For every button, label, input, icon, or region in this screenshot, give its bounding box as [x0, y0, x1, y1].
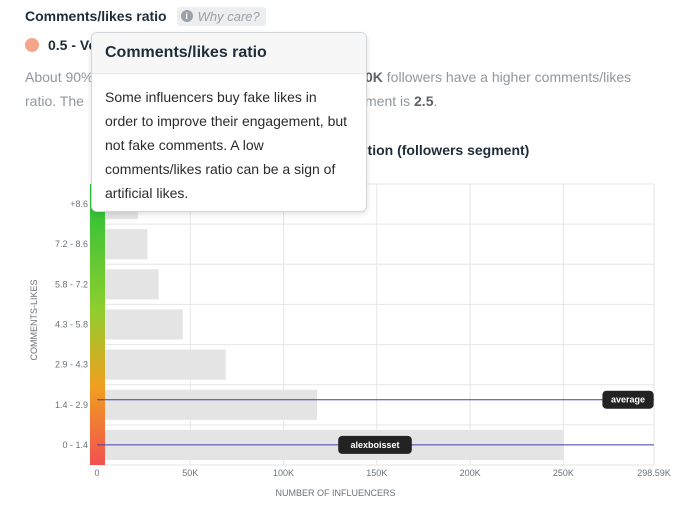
x-tick-label: 0 [94, 468, 99, 478]
why-care-button[interactable]: i Why care? [176, 6, 266, 26]
marker-label: average [611, 395, 645, 405]
section-header: Comments/likes ratio i Why care? [25, 6, 266, 26]
x-tick-label: 250K [553, 468, 574, 478]
tooltip-title: Comments/likes ratio [92, 33, 366, 74]
description-line1-start: About 90% [25, 69, 94, 85]
y-axis-title: COMMENTS-LIKES [29, 279, 39, 360]
marker-label: alexboisset [350, 440, 399, 450]
bar [105, 389, 318, 420]
x-axis-title: NUMBER OF INFLUENCERS [275, 488, 395, 498]
description-line1-end: 0K followers have a higher comments/like… [365, 69, 631, 85]
color-scale-bar [90, 184, 105, 465]
description-line2-start: ratio. The [25, 93, 84, 109]
why-care-label: Why care? [197, 8, 260, 24]
x-tick-label: 298.59K [637, 468, 671, 478]
x-tick-label: 50K [182, 468, 198, 478]
y-tick-label: 7.2 - 8.6 [55, 239, 88, 249]
rating-dot [25, 38, 39, 52]
rating-text: 0.5 - Ve [48, 37, 97, 53]
marker-label-bg [338, 435, 412, 454]
description-bold-1: 0K [365, 69, 383, 85]
rating: 0.5 - Ve [25, 37, 96, 53]
y-tick-label: 2.9 - 4.3 [55, 360, 88, 370]
y-tick-label: +8.6 [70, 199, 88, 209]
y-tick-label: 5.8 - 7.2 [55, 279, 88, 289]
x-tick-label: 100K [273, 468, 294, 478]
x-tick-label: 200K [460, 468, 481, 478]
description-line2-text: ment is [365, 93, 415, 109]
why-care-tooltip: Comments/likes ratio Some influencers bu… [91, 32, 367, 212]
bar [105, 349, 226, 380]
marker-label-bg [602, 390, 654, 409]
y-tick-label: 4.3 - 5.8 [55, 320, 88, 330]
info-icon: i [180, 10, 193, 22]
bar [105, 269, 159, 300]
x-tick-label: 150K [366, 468, 387, 478]
description-line1-text: followers have a higher comments/likes [382, 69, 632, 85]
description-line2-dot: . [433, 93, 438, 109]
tooltip-body: Some influencers buy fake likes in order… [105, 89, 348, 201]
y-tick-label: 1.4 - 2.9 [55, 400, 88, 410]
y-tick-label: 0 - 1.4 [62, 440, 88, 450]
description-line2-end: ment is 2.5. [365, 93, 437, 109]
bar [105, 309, 183, 340]
description-bold-2: 2.5 [414, 93, 434, 109]
section-title: Comments/likes ratio [25, 8, 167, 24]
chart-title: ution (followers segment) [359, 142, 530, 158]
bar [105, 229, 148, 260]
